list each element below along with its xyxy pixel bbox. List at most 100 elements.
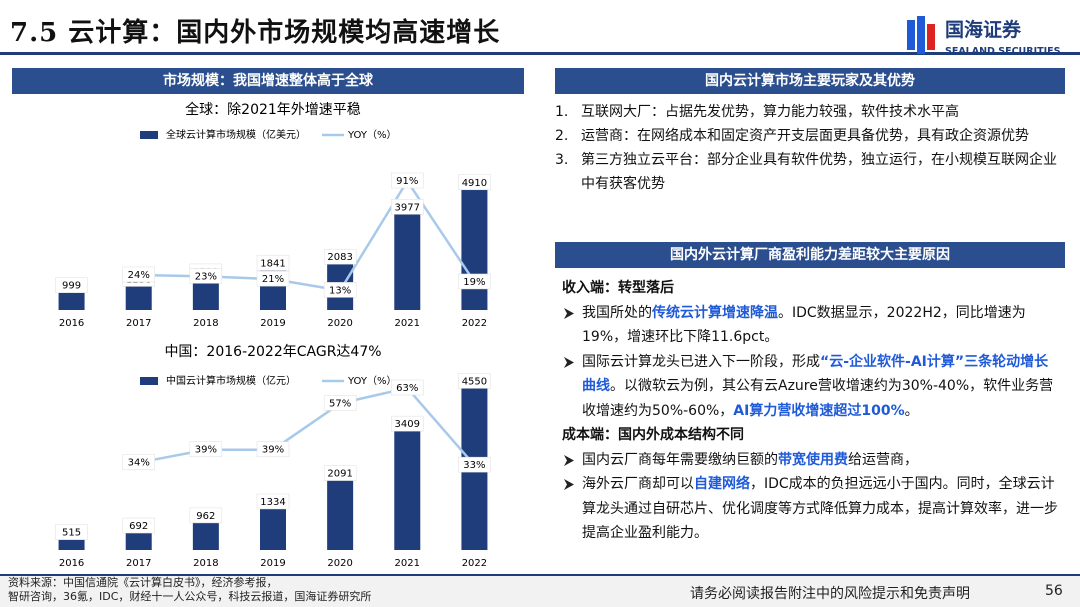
data-label: 3409: [395, 419, 420, 430]
data-label: 21%: [262, 274, 284, 285]
label-box: [256, 255, 290, 271]
x-tick-label: 2019: [260, 318, 285, 329]
x-tick-label: 2021: [395, 318, 420, 329]
label-box: [323, 248, 357, 265]
text-run: 国际云计算龙头已进入下一阶段，形成: [582, 353, 820, 370]
label-box: [256, 493, 290, 510]
data-label: 57%: [329, 398, 351, 409]
bullet-icon: [564, 356, 574, 368]
logo: 国海证券 SEALAND SECURITIES: [907, 16, 1061, 57]
legend-swatch: [140, 131, 158, 139]
text-run: 。: [904, 402, 919, 419]
slide-title: 7.5 云计算：国内外市场规模均高速增长: [10, 18, 501, 48]
item-text: 第三方独立云平台：部分企业具有软件优势，独立运行，在小规模互联网企业中有获客优势: [581, 152, 1057, 192]
label-box: [189, 268, 223, 284]
x-tick-label: 2016: [59, 558, 84, 569]
bullet-icon: [564, 479, 574, 490]
data-label: 39%: [195, 445, 217, 456]
label-box: [391, 379, 424, 396]
text-run: 国内云厂商每年需要缴纳巨额的: [582, 451, 778, 468]
panel-title: 国内云计算市场主要玩家及其优势: [555, 68, 1065, 94]
legend-label: 中国云计算市场规模（亿元）: [166, 374, 296, 387]
item-number: 2.: [555, 128, 569, 144]
bullet: 我国所处的传统云计算增速降温。IDC数据显示，2022H2，同比增速为19%，增…: [562, 301, 1062, 350]
data-label: 692: [129, 521, 148, 532]
data-label: 1334: [260, 497, 285, 508]
data-label: 962: [196, 511, 215, 522]
x-tick-label: 2020: [327, 558, 352, 569]
label-box: [256, 441, 290, 457]
label-box: [189, 507, 223, 524]
legend-label: 全球云计算市场规模（亿美元）: [166, 128, 306, 141]
chart-subtitle: 全球：除2021年外增速平稳: [185, 101, 361, 118]
data-label: 24%: [128, 270, 150, 281]
bullet-text: 海外云厂商却可以自建网络，IDC成本的负担远远小于国内。同时，全球云计算龙头通过…: [582, 472, 1062, 546]
footer: [0, 574, 1080, 607]
emphasis: “云-企业软件-AI计算”三条轮动增长曲线: [582, 353, 1049, 395]
label-box: [323, 282, 357, 298]
panel-title: 国内外云计算厂商盈利能力差距较大主要原因: [555, 242, 1065, 268]
data-label: 3977: [395, 202, 420, 213]
x-tick-label: 2017: [126, 318, 151, 329]
label-box: [391, 415, 424, 432]
label-box: [122, 266, 155, 283]
source-line: 资料来源：中国信通院《云计算白皮书》，经济参考报，: [8, 576, 278, 589]
text-run: 。以微软云为例，其公有云Azure营收增速约为30%-40%，软件业务营收增速约…: [582, 378, 1054, 419]
panel-title: 市场规模：我国增速整体高于全球: [12, 68, 524, 94]
section-heading: 收入端：转型落后: [562, 280, 674, 296]
label-box: [391, 199, 424, 215]
text-run: ，IDC成本的负担远远小于国内。同时，全球云计算龙头通过自研芯片、优化调度等方式…: [582, 476, 1058, 541]
emphasis: 自建网络: [694, 476, 750, 492]
source-line: 智研咨询，36氪，IDC，财经十一人公众号，科技云报道，国海证券研究所: [8, 590, 372, 603]
label-box: [458, 373, 491, 389]
label-box: [458, 174, 491, 191]
bullet-text: 国际云计算龙头已进入下一阶段，形成“云-企业软件-AI计算”三条轮动增长曲线。以…: [582, 350, 1062, 424]
label-box: [391, 172, 424, 189]
list-item: 3. 第三方独立云平台：部分企业具有软件优势，独立运行，在小规模互联网企业中有获客…: [555, 148, 1065, 196]
text-run: 给运营商，: [848, 451, 918, 468]
bullet-icon: [564, 454, 574, 466]
chart-subtitle: 中国：2016-2022年CAGR达47%: [164, 344, 381, 360]
x-tick-label: 2022: [462, 318, 487, 329]
item-text: 互联网大厂：占据先发优势，算力能力较强，软件技术水平高: [581, 104, 959, 120]
label-box: [458, 273, 491, 290]
data-label: 34%: [128, 458, 150, 469]
data-label: 4910: [462, 178, 487, 189]
x-tick-label: 2017: [126, 558, 151, 569]
x-tick-label: 2022: [462, 558, 487, 569]
data-label: 999: [62, 281, 81, 292]
x-tick-label: 2018: [193, 558, 218, 569]
label-box: [323, 465, 357, 481]
legend-label: YOY（%）: [347, 375, 397, 387]
item-text: 运营商：在网络成本和固定资产开支层面更具备优势，具有政企资源优势: [581, 128, 1029, 144]
bullet: 海外云厂商却可以自建网络，IDC成本的负担远远小于国内。同时，全球云计算龙头通过…: [562, 472, 1062, 546]
item-number: 1.: [555, 104, 569, 120]
text-run: 海外云厂商却可以: [582, 476, 694, 492]
text-run: 我国所处的: [582, 304, 652, 321]
data-label: 19%: [463, 277, 485, 288]
bullet-text: 我国所处的传统云计算增速降温。IDC数据显示，2022H2，同比增速为19%，增…: [582, 301, 1062, 350]
emphasis: 传统云计算增速降温: [652, 304, 778, 321]
bar: [461, 180, 488, 310]
data-label: 13%: [329, 285, 351, 296]
label-box: [323, 395, 357, 411]
bullet: 国际云计算龙头已进入下一阶段，形成“云-企业软件-AI计算”三条轮动增长曲线。以…: [562, 350, 1062, 424]
divider: [0, 52, 1080, 55]
page-number: 56: [1045, 583, 1063, 599]
source: 资料来源：中国信通院《云计算白皮书》，经济参考报， 智研咨询，36氪，IDC，财经…: [8, 576, 371, 604]
bar: [394, 205, 421, 310]
emphasis: AI算力营收增速超过100%: [733, 402, 905, 419]
label-box: [458, 456, 491, 473]
bullet-text: 国内云厂商每年需要缴纳巨额的带宽使用费给运营商，: [582, 448, 918, 473]
bar: [327, 471, 354, 550]
legend-swatch: [140, 377, 158, 385]
bullet-icon: [564, 307, 574, 319]
label-box: [55, 277, 88, 293]
label-box: [189, 441, 223, 457]
section-heading: 成本端：国内外成本结构不同: [562, 427, 744, 443]
x-tick-label: 2016: [59, 318, 84, 329]
list-item: 2. 运营商：在网络成本和固定资产开支层面更具备优势，具有政企资源优势: [555, 124, 1065, 148]
data-label: 39%: [262, 445, 284, 456]
data-label: 2083: [327, 252, 352, 263]
